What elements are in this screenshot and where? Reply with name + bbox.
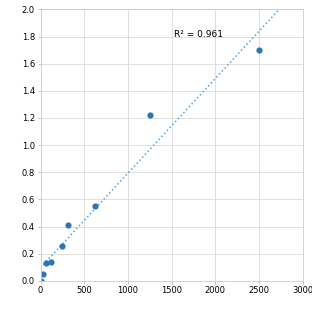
Point [43, 261, 49, 266]
Point [60, 243, 65, 248]
Point [93, 204, 98, 209]
Point [41, 271, 46, 276]
Text: R² = 0.961: R² = 0.961 [174, 30, 223, 39]
Point [49, 259, 54, 264]
Point [38, 278, 43, 283]
Point [147, 113, 152, 118]
Point [256, 48, 261, 53]
Point [66, 223, 71, 228]
